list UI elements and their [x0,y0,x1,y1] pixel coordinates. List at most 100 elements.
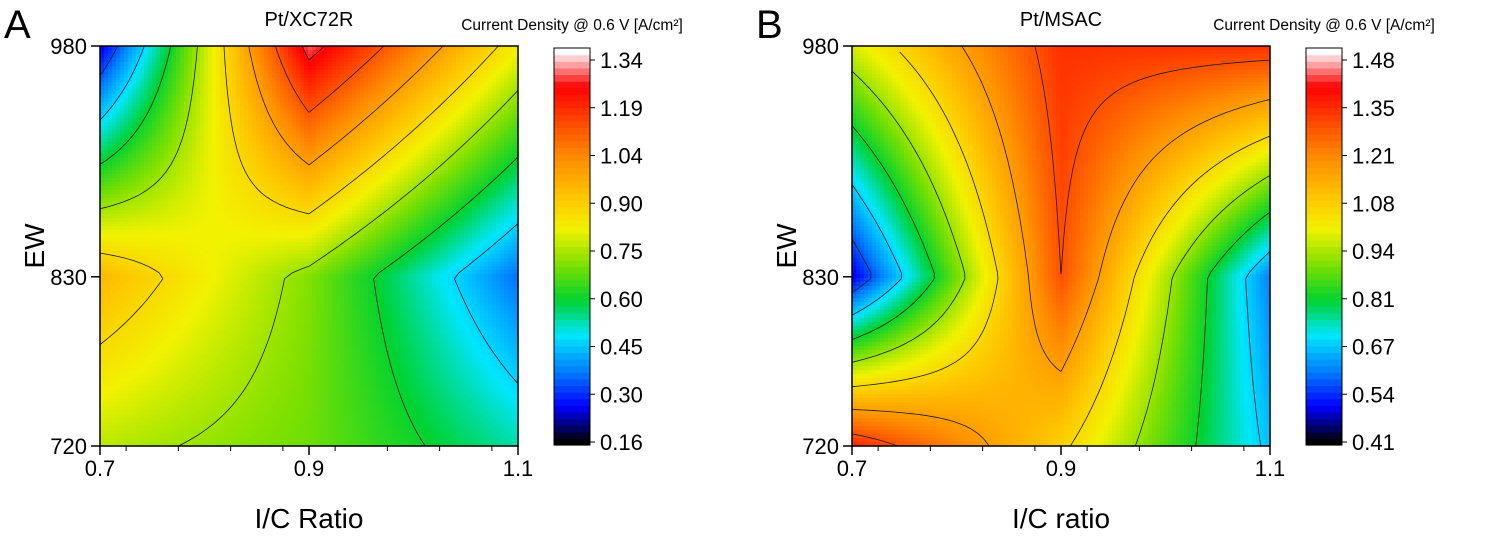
contour-cell [244,54,249,59]
contour-cell [500,150,505,155]
contour-cell [208,150,213,155]
contour-cell [340,70,345,75]
contour-cell [264,126,269,131]
contour-cell [144,130,149,135]
contour-cell [280,186,285,191]
contour-cell [448,130,453,135]
contour-cell [476,150,481,155]
contour-cell [304,206,309,211]
contour-cell [144,162,149,167]
contour-cell [280,106,285,111]
contour-cell [476,210,481,215]
contour-cell [384,94,389,99]
contour-cell [332,218,337,223]
contour-cell [104,74,109,79]
contour-cell [348,182,353,187]
contour-cell [100,126,105,131]
contour-cell [220,102,225,107]
contour-cell [508,62,513,67]
contour-cell [224,98,229,103]
contour-cell [484,102,489,107]
contour-cell [440,46,445,51]
contour-cell [312,162,317,167]
contour-cell [236,202,241,207]
contour-cell [460,78,465,83]
contour-cell [416,50,421,55]
contour-cell [508,70,513,75]
contour-cell [276,202,281,207]
contour-cell [388,146,393,151]
contour-cell [300,222,305,227]
contour-cell [448,62,453,67]
contour-cell [248,230,253,235]
contour-cell [380,122,385,127]
contour-cell [216,86,221,91]
contour-cell [124,134,129,139]
contour-cell [200,194,205,199]
contour-cell [116,202,121,207]
contour-cell [120,102,125,107]
contour-cell [464,62,469,67]
contour-cell [248,150,253,155]
contour-cell [144,118,149,123]
contour-cell [508,78,513,83]
contour-cell [412,114,417,119]
contour-cell [228,106,233,111]
contour-cell [236,226,241,231]
contour-cell [416,82,421,87]
contour-cell [208,234,213,239]
contour-cell [152,222,157,227]
contour-cell [404,138,409,143]
contour-cell [180,58,185,63]
contour-cell [240,206,245,211]
contour-cell [272,186,277,191]
contour-cell [464,58,469,63]
contour-cell [384,66,389,71]
contour-cell [428,94,433,99]
contour-cell [136,146,141,151]
contour-cell [440,58,445,63]
contour-cell [316,122,321,127]
contour-cell [224,58,229,63]
contour-cell [156,190,161,195]
contour-cell [468,154,473,159]
contour-cell [404,94,409,99]
contour-cell [424,194,429,199]
contour-cell [496,186,501,191]
contour-cell [328,206,333,211]
contour-cell [416,134,421,139]
contour-cell [328,82,333,87]
contour-cell [468,218,473,223]
contour-cell [272,98,277,103]
contour-cell [264,218,269,223]
contour-cell [380,154,385,159]
contour-cell [332,214,337,219]
contour-cell [308,130,313,135]
contour-cell [108,126,113,131]
contour-cell [240,170,245,175]
contour-cell [344,154,349,159]
contour-cell [148,166,153,171]
contour-cell [148,118,153,123]
contour-cell [288,106,293,111]
contour-cell [176,170,181,175]
contour-cell [252,158,257,163]
contour-cell [100,122,105,127]
contour-cell [384,110,389,115]
contour-cell [220,62,225,67]
contour-cell [124,54,129,59]
contour-cell [388,138,393,143]
contour-cell [352,142,357,147]
contour-cell [388,102,393,107]
contour-cell [344,130,349,135]
contour-cell [444,222,449,227]
contour-cell [412,86,417,91]
contour-cell [232,150,237,155]
contour-cell [468,138,473,143]
contour-cell [392,106,397,111]
contour-cell [272,106,277,111]
contour-cell [460,118,465,123]
contour-cell [396,110,401,115]
contour-cell [472,170,477,175]
contour-cell [132,178,137,183]
